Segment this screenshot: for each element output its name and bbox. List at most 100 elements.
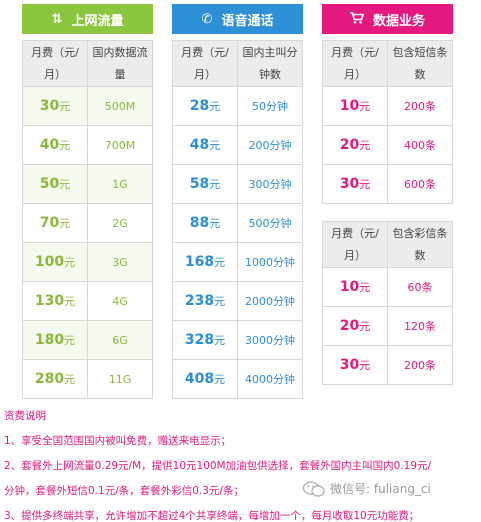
fee-amount: 238 — [184, 293, 215, 309]
fee-unit: 元 — [359, 178, 371, 191]
fee-cell: 180元 — [22, 320, 88, 360]
allowance-cell: 200条 — [387, 345, 453, 385]
fee-unit: 元 — [59, 100, 71, 113]
fee-unit: 元 — [59, 217, 71, 230]
voice-plan-table: 月费（元/月） 国内主叫分钟数 28元 50分钟 48元 200分钟 58元 300分钟 8… — [172, 40, 303, 399]
table-row: 58元 300分钟 — [172, 164, 303, 204]
fee-cell: 10元 — [322, 267, 388, 307]
table-row: 130元 4G — [22, 281, 153, 321]
fee-cell: 58元 — [172, 164, 238, 204]
table-row: 30元 600条 — [322, 164, 453, 204]
table-row: 30元 200条 — [322, 345, 453, 385]
voice-plan-header: ✆ 语音通话 — [172, 4, 303, 34]
fee-amount: 20 — [339, 318, 360, 334]
fee-unit: 元 — [214, 256, 226, 269]
fee-amount: 280 — [34, 371, 65, 387]
table-row: 328元 3000分钟 — [172, 320, 303, 360]
allowance-cell: 4G — [87, 281, 153, 321]
fee-cell: 28元 — [172, 86, 238, 126]
fee-unit: 元 — [359, 139, 371, 152]
fee-cell: 20元 — [322, 125, 388, 165]
watermark-text: 微信号: fuliang_ci — [330, 482, 431, 496]
fee-amount: 30 — [39, 98, 60, 114]
fee-amount: 328 — [184, 332, 215, 348]
fee-amount: 10 — [339, 279, 360, 295]
fee-amount: 48 — [189, 137, 210, 153]
fee-unit: 元 — [359, 281, 371, 294]
allowance-cell: 1G — [87, 164, 153, 204]
fee-cell: 88元 — [172, 203, 238, 243]
data-plan-title: 上网流量 — [71, 13, 124, 29]
fee-cell: 10元 — [322, 86, 388, 126]
fee-unit: 元 — [214, 295, 226, 308]
fee-unit: 元 — [59, 139, 71, 152]
allowance-cell: 6G — [87, 320, 153, 360]
mms-plan-table: 月费（元/月） 包含彩信条数 10元 60条 20元 120条 30元 200条 — [322, 221, 453, 385]
table-row: 168元 1000分钟 — [172, 242, 303, 282]
table-row: 40元 700M — [22, 125, 153, 165]
mms-plan-panel: 月费（元/月） 包含彩信条数 10元 60条 20元 120条 30元 200条 — [322, 221, 453, 385]
allowance-cell: 4000分钟 — [237, 359, 303, 399]
wechat-watermark: 微信号: fuliang_ci — [303, 480, 431, 497]
fee-amount: 408 — [184, 371, 215, 387]
fee-cell: 280元 — [22, 359, 88, 399]
fee-cell: 168元 — [172, 242, 238, 282]
fee-unit: 元 — [209, 178, 221, 191]
sms-plan-table: 月费（元/月） 包含短信条数 10元 200条 20元 400条 30元 600条 — [322, 40, 453, 204]
fee-cell: 30元 — [322, 345, 388, 385]
fee-amount: 180 — [34, 332, 65, 348]
fee-unit: 元 — [359, 100, 371, 113]
fee-column-header: 月费（元/月） — [172, 40, 238, 87]
shopping-cart-icon — [349, 11, 365, 27]
allowance-cell: 50分钟 — [237, 86, 303, 126]
fee-amount: 40 — [39, 137, 60, 153]
fee-cell: 130元 — [22, 281, 88, 321]
sms-plan-title: 数据业务 — [372, 13, 425, 29]
fee-amount: 20 — [339, 137, 360, 153]
fee-amount: 70 — [39, 215, 60, 231]
fee-cell: 20元 — [322, 306, 388, 346]
fee-amount: 28 — [189, 98, 210, 114]
wechat-icon — [303, 480, 325, 497]
table-row: 30元 500M — [22, 86, 153, 126]
notes-line: 3、提供多终端共享，允许增加不超过4个共享终端，每增加一个，每月收取10元功能费… — [4, 510, 420, 522]
fee-unit: 元 — [209, 217, 221, 230]
table-row: 10元 200条 — [322, 86, 453, 126]
table-row: 20元 120条 — [322, 306, 453, 346]
minutes-column-header: 国内主叫分钟数 — [237, 40, 303, 87]
fee-column-header: 月费（元/月） — [322, 221, 388, 268]
fee-unit: 元 — [64, 295, 76, 308]
allowance-cell: 200条 — [387, 86, 453, 126]
fee-cell: 30元 — [322, 164, 388, 204]
fee-unit: 元 — [59, 178, 71, 191]
phone-icon: ✆ — [201, 11, 213, 27]
sms-plan-panel: 数据业务 月费（元/月） 包含短信条数 10元 200条 20元 400条 30元 600… — [322, 4, 453, 204]
fee-amount: 10 — [339, 98, 360, 114]
fee-cell: 48元 — [172, 125, 238, 165]
fee-cell: 238元 — [172, 281, 238, 321]
fee-amount: 50 — [39, 176, 60, 192]
voice-plan-title: 语音通话 — [221, 13, 274, 29]
data-plan-panel: ⇅ 上网流量 月费（元/月） 国内数据流量 30元 500M 40元 700M 50元 1… — [22, 4, 153, 399]
allowance-cell: 700M — [87, 125, 153, 165]
allowance-cell: 500分钟 — [237, 203, 303, 243]
fee-column-header: 月费（元/月） — [22, 40, 88, 87]
fee-amount: 100 — [34, 254, 65, 270]
sms-count-column-header: 包含短信条数 — [387, 40, 453, 87]
mms-count-column-header: 包含彩信条数 — [387, 221, 453, 268]
fee-unit: 元 — [64, 334, 76, 347]
table-row: 48元 200分钟 — [172, 125, 303, 165]
allowance-cell: 60条 — [387, 267, 453, 307]
fee-amount: 88 — [189, 215, 210, 231]
allowance-cell: 3000分钟 — [237, 320, 303, 360]
fee-amount: 168 — [184, 254, 215, 270]
fee-amount: 130 — [34, 293, 65, 309]
table-row: 10元 60条 — [322, 267, 453, 307]
allowance-cell: 2G — [87, 203, 153, 243]
fee-unit: 元 — [359, 320, 371, 333]
table-row: 28元 50分钟 — [172, 86, 303, 126]
fee-unit: 元 — [64, 256, 76, 269]
fee-unit: 元 — [64, 373, 76, 386]
allowance-cell: 500M — [87, 86, 153, 126]
notes-line: 2、套餐外上网流量0.29元/M，提供10元100M加油包供选择，套餐外国内主叫… — [4, 460, 432, 472]
